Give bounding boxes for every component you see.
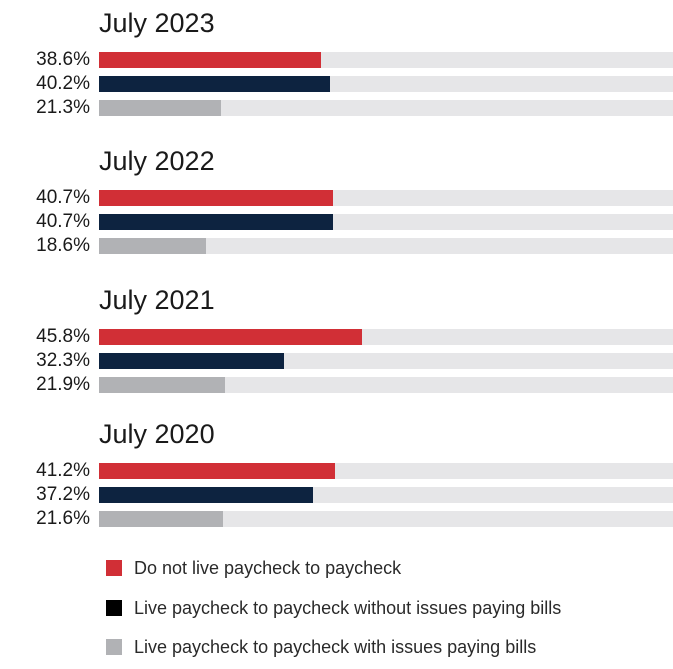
- data-label: 40.7%: [36, 187, 90, 208]
- bar-row: 40.2%: [0, 74, 673, 94]
- bar: [99, 511, 223, 527]
- bar-row: 40.7%: [0, 188, 673, 208]
- bar-row: 21.3%: [0, 98, 673, 118]
- bar-track: [99, 463, 673, 479]
- data-label: 45.8%: [36, 326, 90, 347]
- data-label: 38.6%: [36, 49, 90, 70]
- data-label: 32.3%: [36, 350, 90, 371]
- bar-track: [99, 487, 673, 503]
- bar: [99, 377, 225, 393]
- legend-label: Live paycheck to paycheck with issues pa…: [134, 637, 537, 657]
- bar-track: [99, 214, 673, 230]
- legend-swatch: [106, 639, 122, 655]
- data-label: 40.7%: [36, 211, 90, 232]
- bar-track: [99, 353, 673, 369]
- data-label: 41.2%: [36, 460, 90, 481]
- data-label: 21.6%: [36, 508, 90, 529]
- bar: [99, 329, 362, 345]
- bar-row: 45.8%: [0, 327, 673, 347]
- legend-label: Do not live paycheck to paycheck: [134, 558, 402, 578]
- bar: [99, 463, 335, 479]
- bar: [99, 100, 221, 116]
- data-label: 37.2%: [36, 484, 90, 505]
- data-label: 21.3%: [36, 97, 90, 118]
- legend-swatch: [106, 560, 122, 576]
- group-title: July 2023: [99, 8, 215, 38]
- bar-track: [99, 76, 673, 92]
- bar-track: [99, 52, 673, 68]
- bar: [99, 238, 206, 254]
- group-title: July 2021: [99, 285, 215, 315]
- bar: [99, 214, 333, 230]
- bar: [99, 353, 284, 369]
- data-label: 21.9%: [36, 374, 90, 395]
- group-title: July 2020: [99, 419, 215, 449]
- bar-track: [99, 190, 673, 206]
- bar-row: 18.6%: [0, 236, 673, 256]
- group-title: July 2022: [99, 146, 215, 176]
- bar-track: [99, 329, 673, 345]
- bar: [99, 487, 313, 503]
- bar-row: 32.3%: [0, 351, 673, 371]
- data-label: 40.2%: [36, 73, 90, 94]
- bar-row: 40.7%: [0, 212, 673, 232]
- bar: [99, 52, 321, 68]
- bar: [99, 190, 333, 206]
- bar-track: [99, 377, 673, 393]
- bar-row: 21.9%: [0, 375, 673, 395]
- bar-row: 38.6%: [0, 50, 673, 70]
- bar-track: [99, 238, 673, 254]
- bar-row: 41.2%: [0, 461, 673, 481]
- legend-label: Live paycheck to paycheck without issues…: [134, 598, 562, 618]
- bar: [99, 76, 330, 92]
- bar-track: [99, 511, 673, 527]
- legend-swatch: [106, 600, 122, 616]
- data-label: 18.6%: [36, 235, 90, 256]
- bar-track: [99, 100, 673, 116]
- bar-row: 21.6%: [0, 509, 673, 529]
- bar-row: 37.2%: [0, 485, 673, 505]
